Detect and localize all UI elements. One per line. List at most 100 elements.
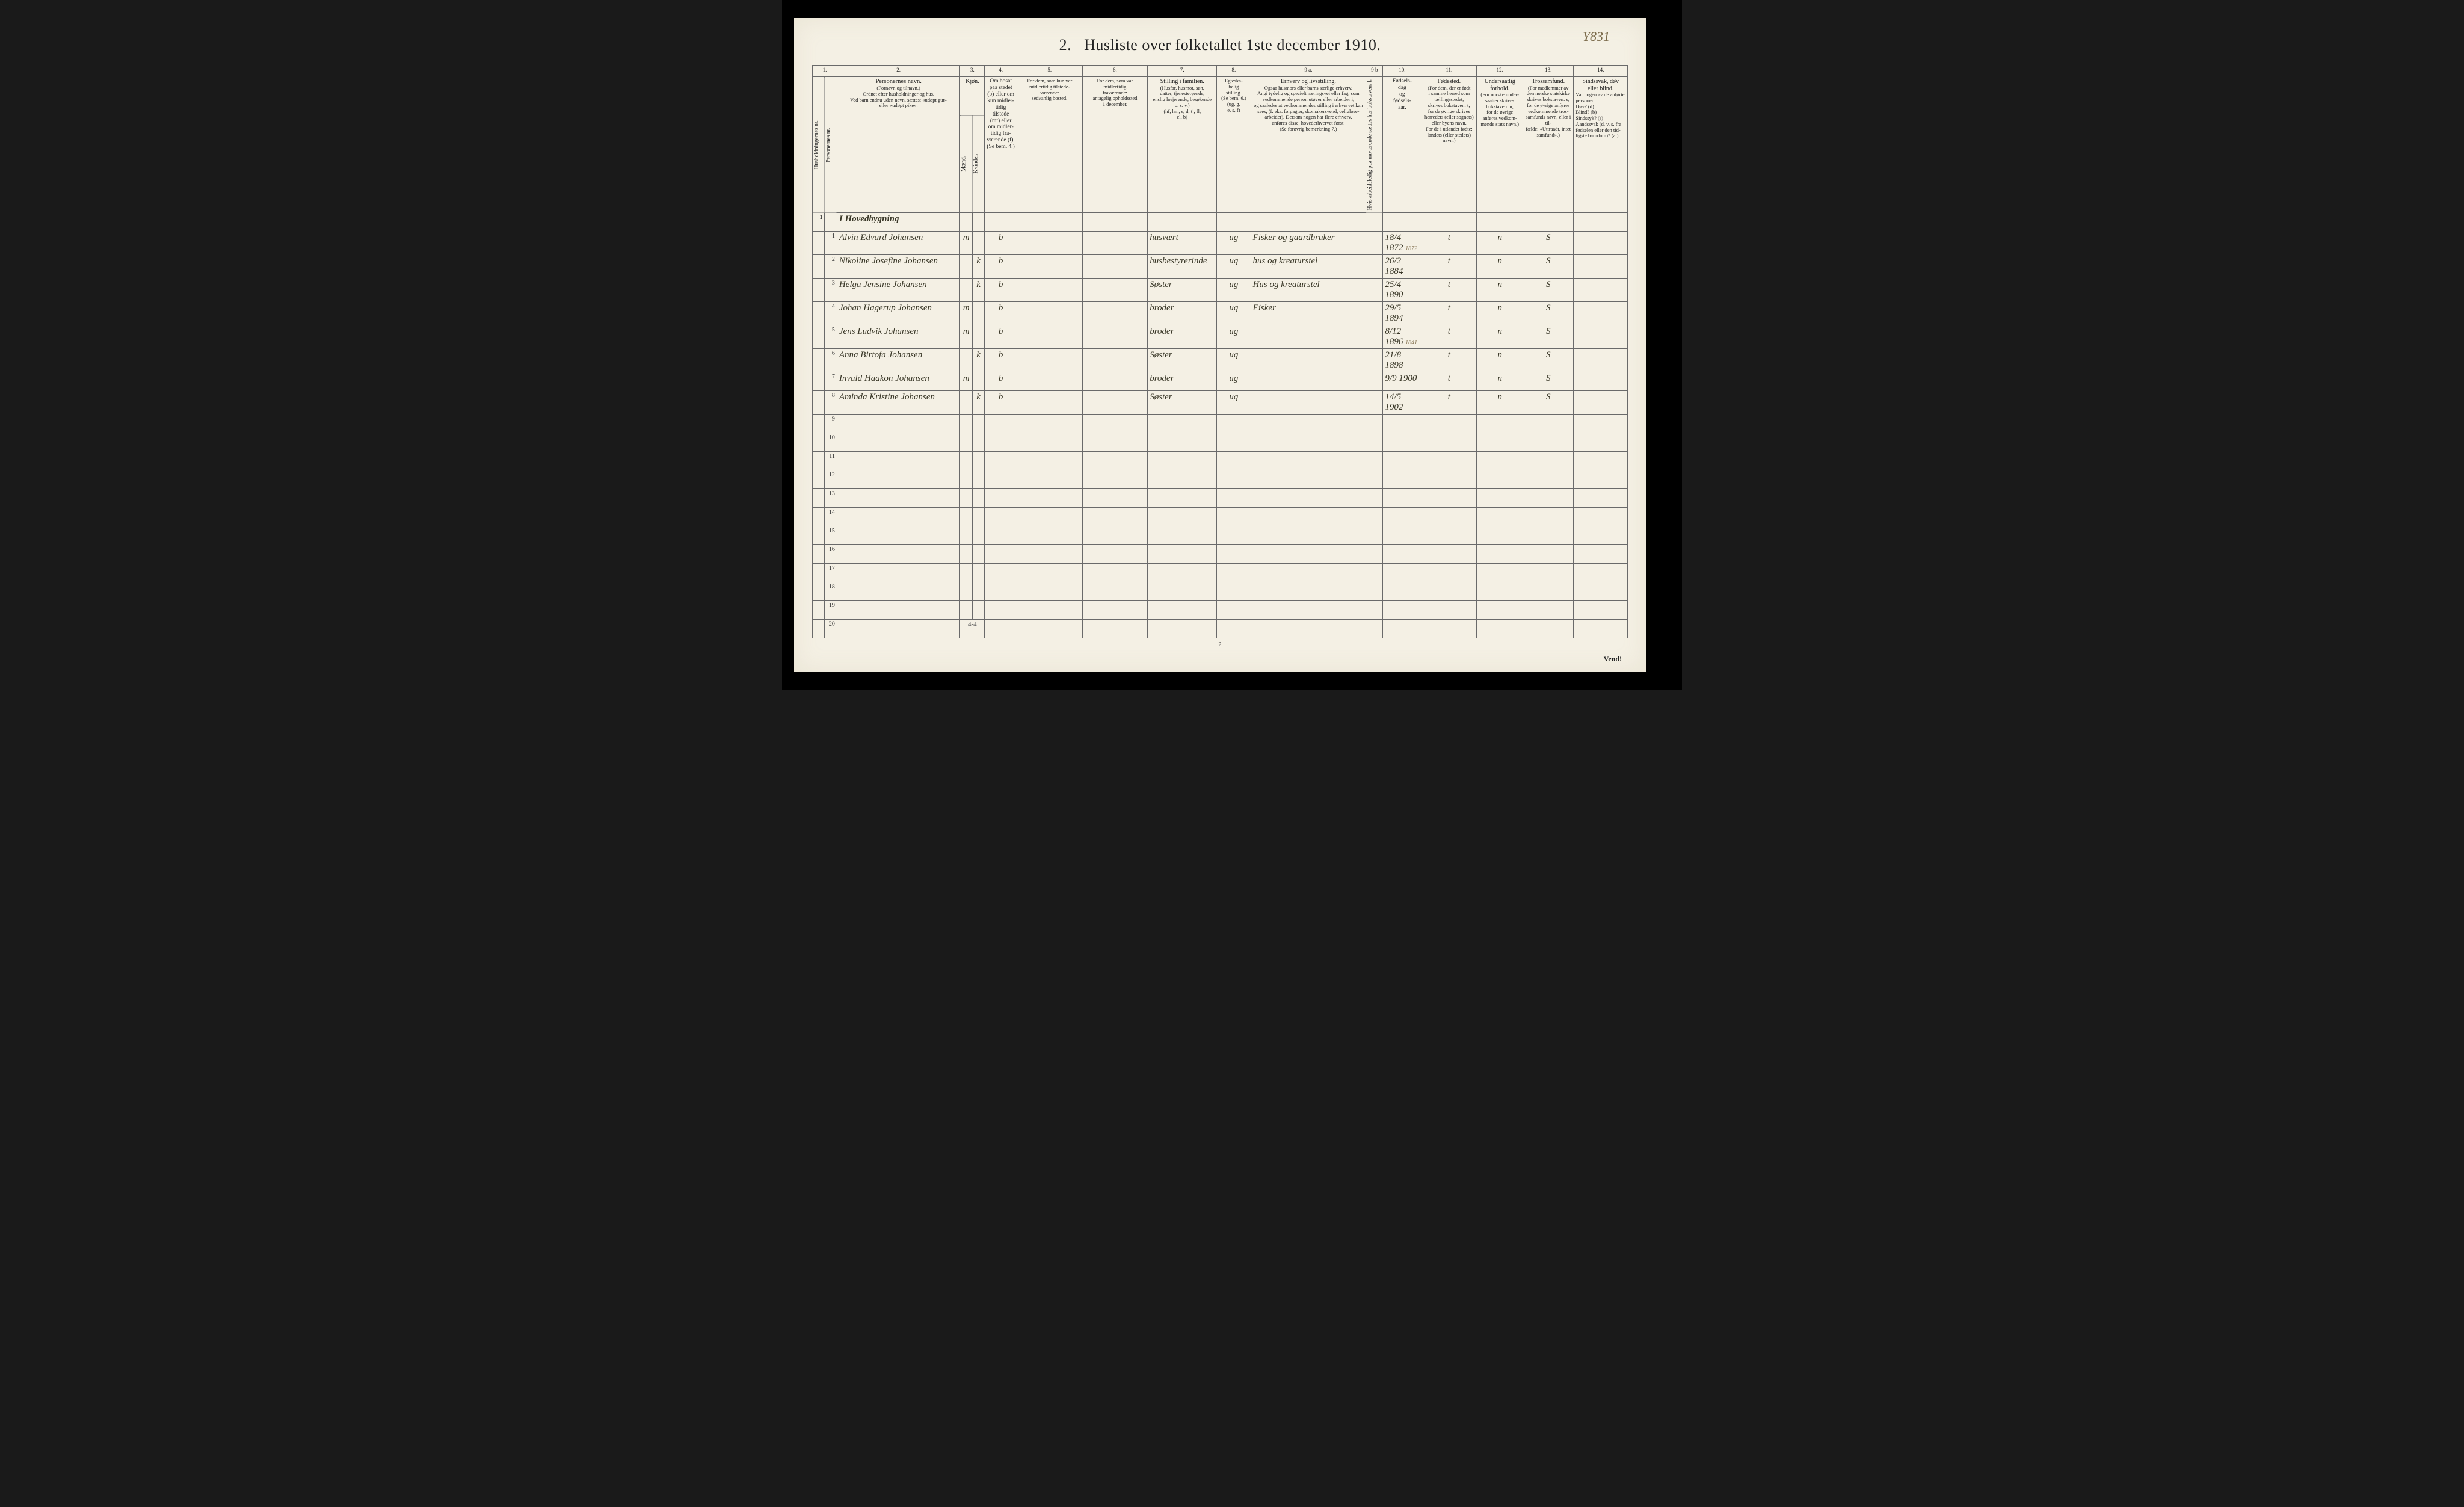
household-number [813,302,825,325]
table-row-blank: 204-4 [813,620,1628,638]
cell-birthplace [1421,582,1477,601]
cell-temp-present [1017,391,1082,415]
cell-res [985,470,1017,489]
cell-res [985,526,1017,545]
cell-unemp [1366,302,1383,325]
table-row: 2Nikoline Josefine Johansenkbhusbestyrer… [813,255,1628,279]
household-number [813,601,825,620]
person-number: 11 [825,452,837,470]
header-sex: Kjøn. [960,77,985,116]
cell-dob [1383,564,1421,582]
cell-unemp [1366,545,1383,564]
cell-temp-absent [1082,279,1148,302]
header-sex-k: Kvinder. [972,115,984,213]
cell-temp-present [1017,232,1082,255]
cell-temp-absent [1082,372,1148,391]
cell-m [960,564,972,582]
cell-birthplace: t [1421,325,1477,349]
header-temp-absent-title: For dem, som var midlertidig fraværende: [1085,78,1146,96]
cell-res: b [985,232,1017,255]
header-disability-title: Sindssvak, døv eller blind. [1575,78,1625,92]
cell-temp-absent [1082,433,1148,452]
household-number [813,582,825,601]
cell-rel: S [1523,232,1574,255]
header-person-nr: Personernes nr. [825,77,837,213]
table-row-blank: 11 [813,452,1628,470]
cell-rel: S [1523,372,1574,391]
cell-temp-present [1017,564,1082,582]
cell-res: b [985,279,1017,302]
cell-name [837,470,960,489]
person-number: 2 [825,255,837,279]
cell-k [972,508,984,526]
cell-marital: ug [1217,391,1251,415]
census-table: 1. 2. 3. 4. 5. 6. 7. 8. 9 a. 9 b 10. 11.… [812,65,1628,638]
cell-k: k [972,349,984,372]
cell-marital [1217,545,1251,564]
cell-birthplace [1421,489,1477,508]
cell-unemp [1366,255,1383,279]
cell-occupation: Hus og kreaturstel [1251,279,1366,302]
cell-birthplace [1421,601,1477,620]
cell-name [837,433,960,452]
cell-res [985,564,1017,582]
cell-disability [1574,433,1628,452]
header-names: Personernes navn. (Fornavn og tilnavn.) … [837,77,960,213]
person-number: 19 [825,601,837,620]
cell-family: broder [1148,325,1217,349]
household-label: I Hovedbygning [837,213,960,232]
cell-birthplace [1421,620,1477,638]
cell-name [837,545,960,564]
cell-k: k [972,391,984,415]
cell-temp-absent [1082,470,1148,489]
household-number [813,526,825,545]
header-birthplace-sub: (For dem, der er født i samme herred som… [1423,85,1474,144]
cell-dob [1383,601,1421,620]
cell-dob: 25/4 1890 [1383,279,1421,302]
cell-dob [1383,213,1421,232]
cell-rel [1523,620,1574,638]
cell-name: Helga Jensine Johansen [837,279,960,302]
cell-dob [1383,620,1421,638]
cell-unemp [1366,433,1383,452]
person-number: 15 [825,526,837,545]
cell-family: husbestyrerinde [1148,255,1217,279]
cell-marital [1217,213,1251,232]
cell-disability [1574,372,1628,391]
cell-marital [1217,452,1251,470]
column-number-row: 1. 2. 3. 4. 5. 6. 7. 8. 9 a. 9 b 10. 11.… [813,66,1628,77]
household-number [813,508,825,526]
cell-nat: n [1477,302,1523,325]
cell-nat [1477,620,1523,638]
cell-m [960,279,972,302]
cell-unemp [1366,372,1383,391]
table-body: 1I Hovedbygning1Alvin Edvard Johansenmbh… [813,213,1628,638]
cell-disability [1574,232,1628,255]
cell-disability [1574,349,1628,372]
cell-nat [1477,601,1523,620]
household-number [813,325,825,349]
cell-occupation [1251,433,1366,452]
cell-family [1148,433,1217,452]
cell-unemp [1366,526,1383,545]
cell-unemp [1366,620,1383,638]
header-temp-present-title: For dem, som kun var midlertidig tilsted… [1019,78,1080,96]
cell-res [985,489,1017,508]
cell-rel [1523,526,1574,545]
cell-name [837,452,960,470]
header-religion: Trossamfund. (For medlemmer av den norsk… [1523,77,1574,213]
cell-k [972,415,984,433]
cell-birthplace [1421,564,1477,582]
cell-family: broder [1148,372,1217,391]
header-nationality-sub: (For norske under- saatter skrives bokst… [1479,92,1521,128]
cell-k [972,433,984,452]
cell-family: Søster [1148,279,1217,302]
cell-birthplace [1421,545,1477,564]
cell-temp-absent [1082,349,1148,372]
page-title: 2. Husliste over folketallet 1ste decemb… [812,36,1628,54]
person-number: 14 [825,508,837,526]
cell-unemp [1366,508,1383,526]
cell-nat [1477,545,1523,564]
cell-birthplace [1421,213,1477,232]
cell-nat [1477,582,1523,601]
